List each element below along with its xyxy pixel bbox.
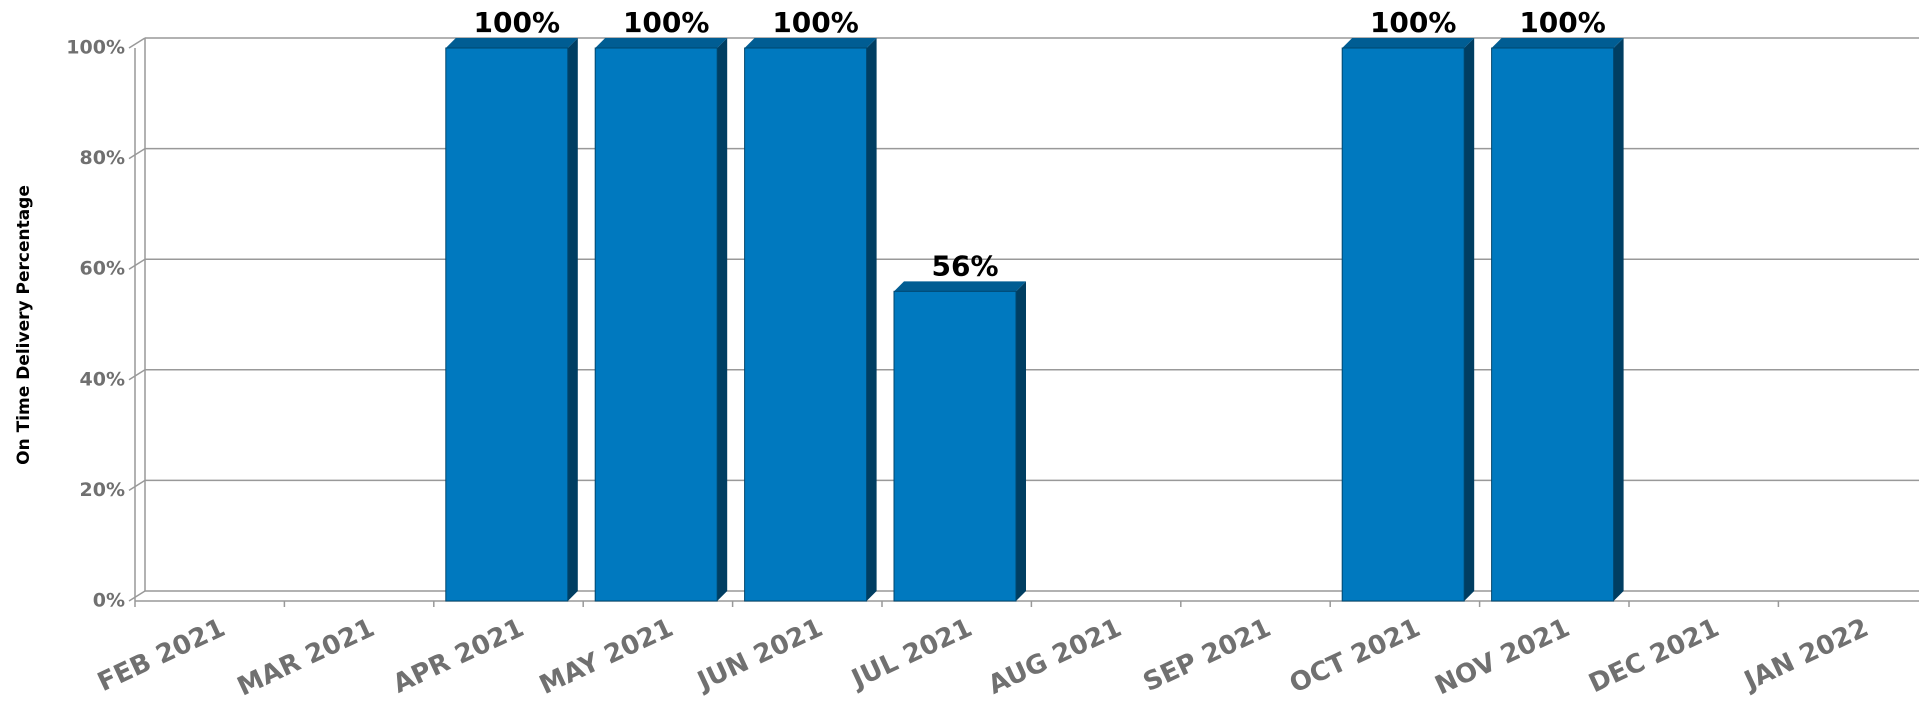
bar-top (744, 38, 877, 48)
tick-mark (128, 369, 146, 381)
x-tick-label: NOV 2021 (1431, 613, 1575, 701)
bar (1341, 47, 1465, 602)
bar-side (567, 38, 578, 601)
x-tick-label: JUL 2021 (846, 613, 977, 695)
bar-top (1342, 38, 1475, 48)
tick-mark (128, 258, 146, 270)
x-tick-label: APR 2021 (388, 613, 528, 700)
value-label: 100% (1519, 6, 1606, 39)
x-tick-label: FEB 2021 (93, 613, 230, 698)
tick-mark (128, 37, 146, 49)
bar-top (595, 38, 728, 48)
bar (1491, 47, 1615, 602)
tick-mark (128, 590, 146, 602)
y-tick-label: 20% (80, 479, 125, 501)
y-axis-label: On Time Delivery Percentage (14, 185, 34, 465)
value-label: 100% (772, 6, 859, 39)
tick-mark (128, 147, 146, 160)
x-tick-label: MAR 2021 (233, 613, 379, 702)
y-tick-label: 40% (80, 368, 125, 390)
x-tick-label: JUN 2021 (692, 613, 828, 698)
bar (594, 47, 718, 602)
y-tick-label: 60% (80, 258, 125, 280)
x-tick-label: SEP 2021 (1139, 613, 1276, 698)
value-label: 100% (1370, 6, 1457, 39)
x-tick-label: OCT 2021 (1285, 613, 1425, 700)
bar-side (1613, 38, 1624, 601)
bar (744, 47, 868, 602)
bar-side (866, 38, 877, 601)
bar (445, 47, 569, 602)
x-tick-label: DEC 2021 (1584, 613, 1723, 699)
value-label: 100% (474, 6, 561, 39)
tick-mark (128, 479, 146, 492)
bar-top (894, 281, 1026, 292)
bar (893, 290, 1017, 602)
x-tick-label: MAY 2021 (535, 613, 678, 701)
x-tick-label: JAN 2022 (1738, 613, 1873, 697)
bar-top (1491, 38, 1624, 48)
bar-side (717, 38, 728, 601)
y-tick-label: 0% (93, 590, 125, 612)
x-tick-label: AUG 2021 (984, 613, 1126, 701)
bar-top (445, 38, 578, 48)
bar-side (1464, 38, 1475, 601)
bar-side (1016, 281, 1026, 601)
y-tick-label: 100% (66, 37, 125, 59)
value-label: 56% (931, 249, 998, 282)
value-label: 100% (623, 6, 710, 39)
y-tick-label: 80% (80, 147, 125, 169)
